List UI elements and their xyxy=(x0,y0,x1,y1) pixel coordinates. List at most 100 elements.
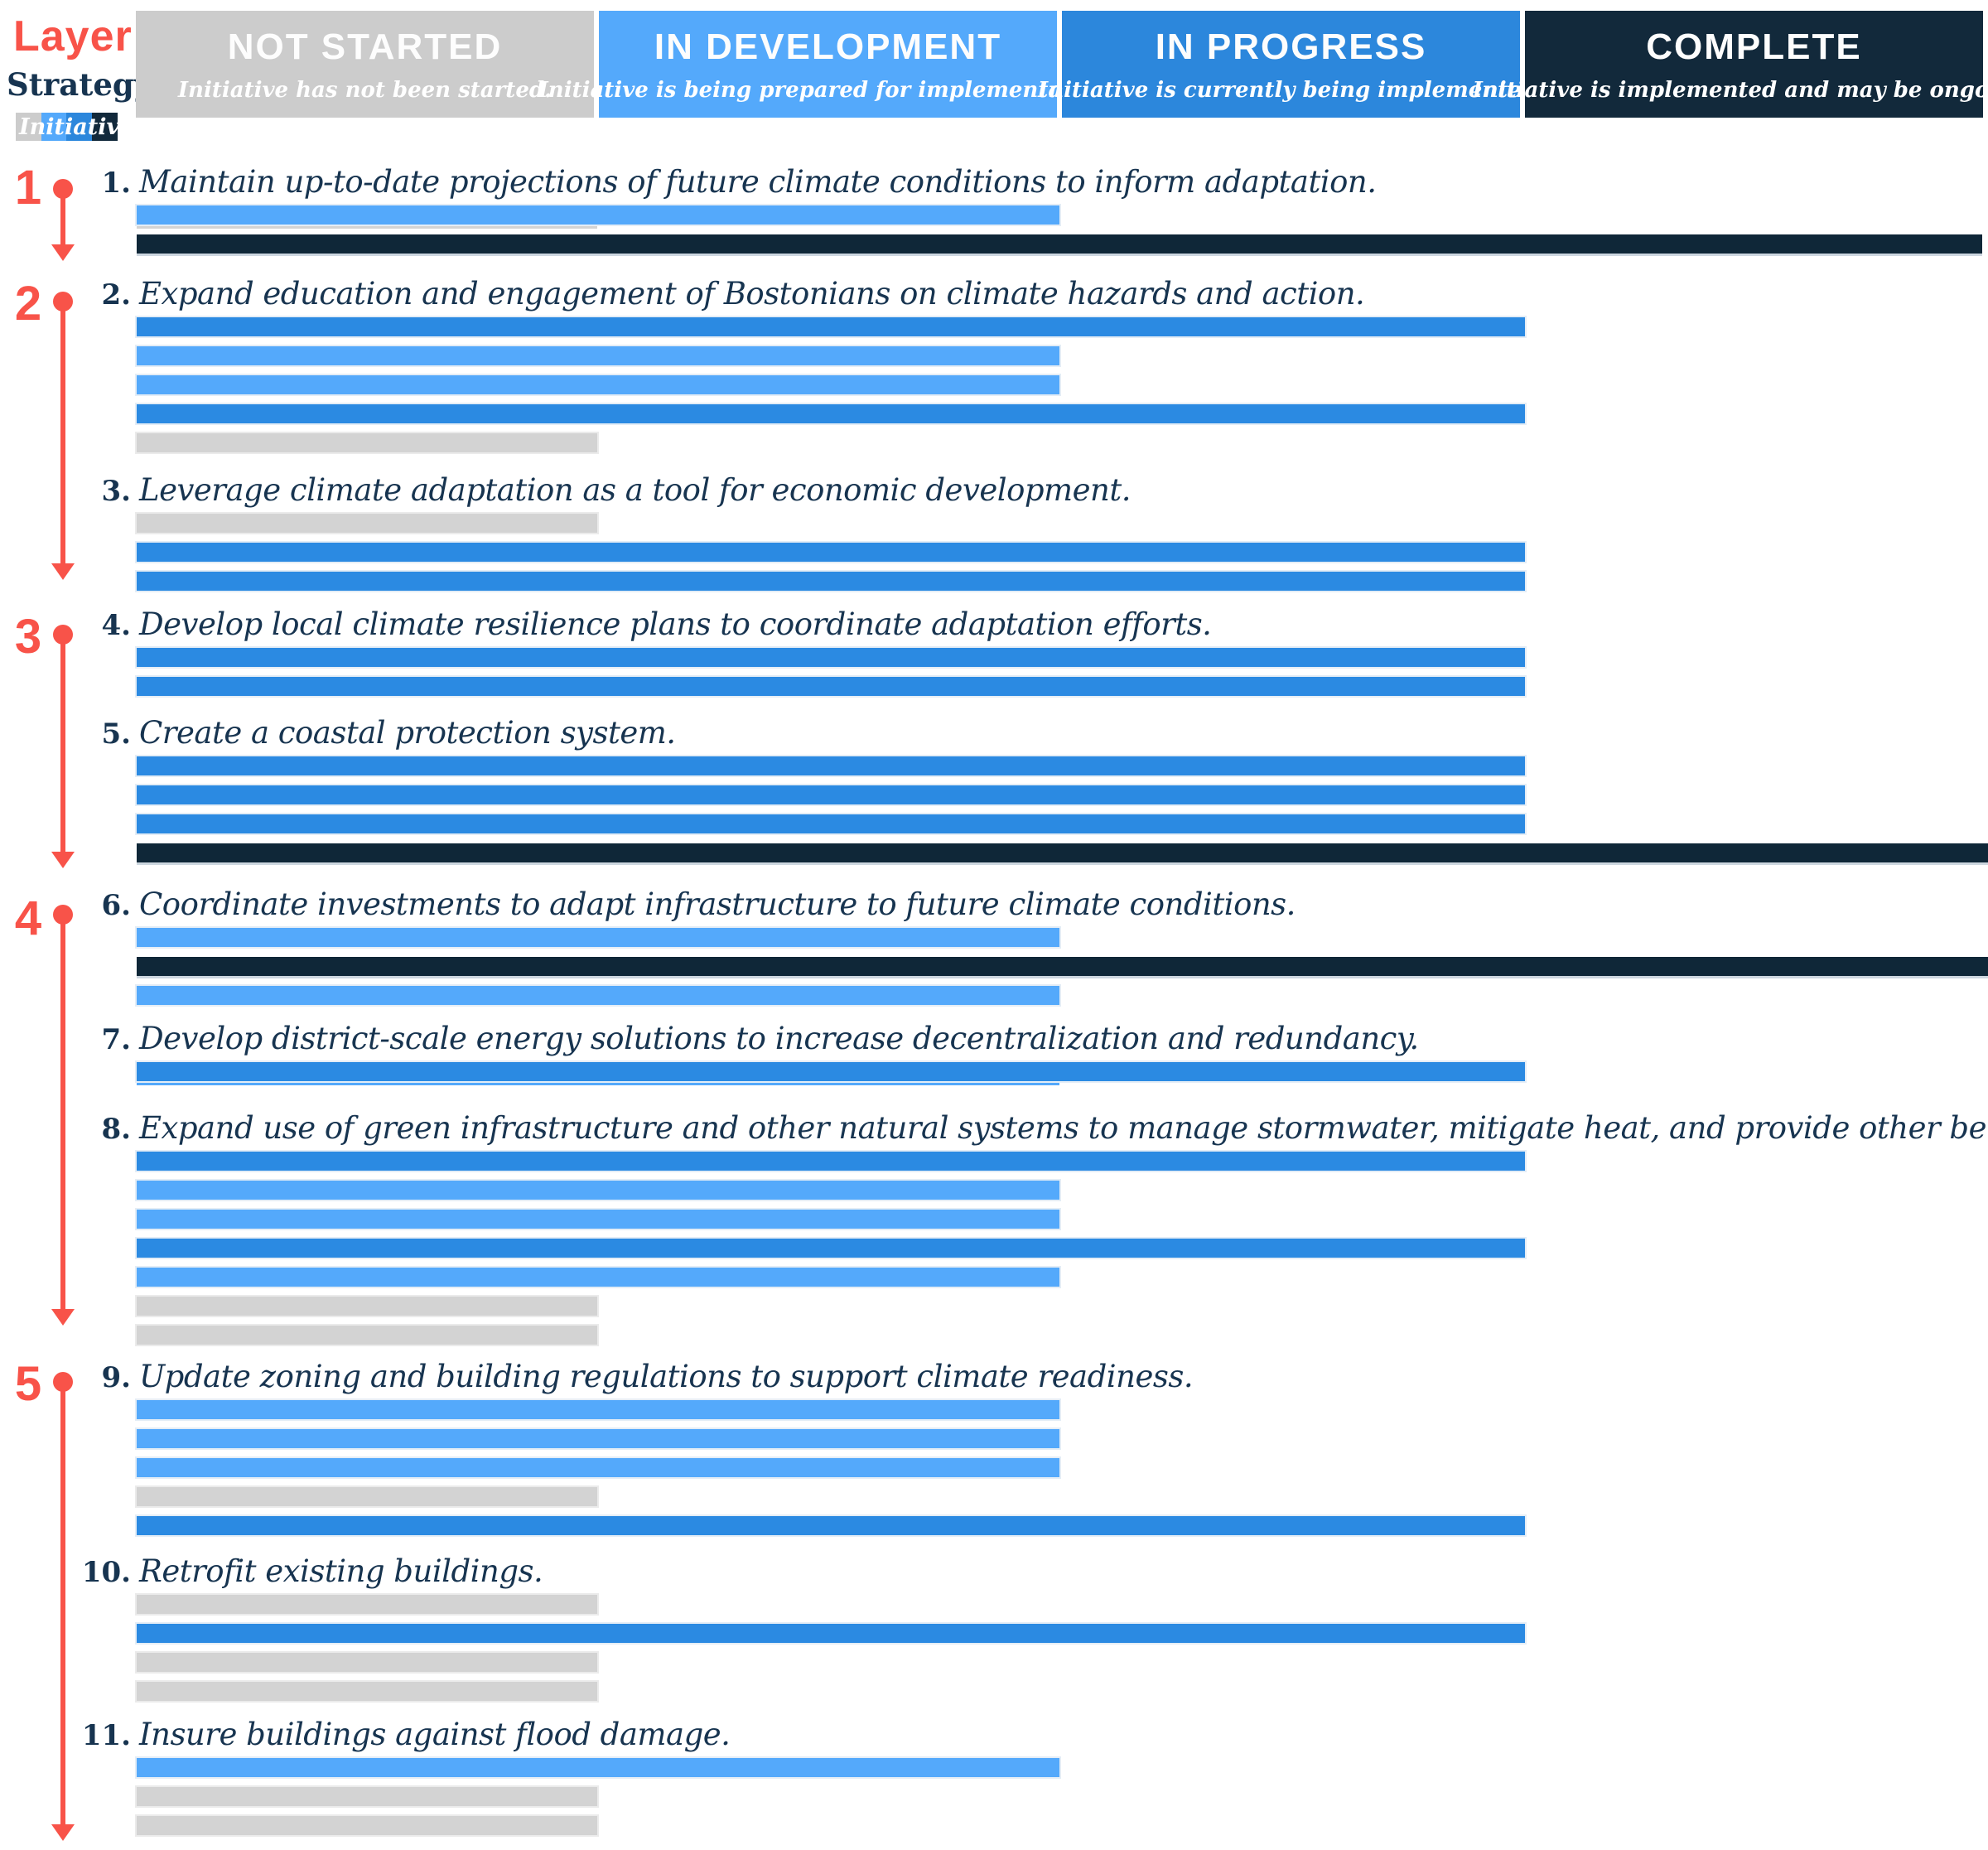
layer-arrow-line xyxy=(60,302,65,563)
initiative-bar-s8-4 xyxy=(137,1239,1525,1258)
layer-arrow-line xyxy=(60,189,65,244)
swatch-complete xyxy=(91,113,118,141)
initiative-bar-s8-1 xyxy=(137,1152,1525,1171)
initiative-bar-s11-2 xyxy=(137,1787,597,1806)
strategy-title-text: Develop district-scale energy solutions … xyxy=(139,1021,1419,1056)
initiative-bar-s9-3 xyxy=(137,1458,1059,1477)
status-box-in_progress: IN PROGRESS Initiative is currently being… xyxy=(1038,11,1544,118)
initiative-bar-s10-3 xyxy=(137,1653,597,1672)
strategy-number: 9. xyxy=(101,1361,132,1394)
layer-number: 1 xyxy=(14,161,42,215)
strategy-title: 1. Maintain up-to-date projections of fut… xyxy=(58,164,1378,200)
initiative-bar-s10-4 xyxy=(137,1682,597,1701)
strategy-title-text: Maintain up-to-date projections of futur… xyxy=(139,164,1377,200)
initiative-bar-s5-1 xyxy=(137,756,1525,775)
strategy-title: 7. Develop district-scale energy solution… xyxy=(58,1021,1420,1056)
initiative-bar-s8-6 xyxy=(137,1297,597,1316)
swatch-in_development xyxy=(41,113,67,141)
layer-number: 3 xyxy=(14,610,42,664)
initiative-bar-s5-4 xyxy=(137,843,1988,862)
strategy-number: 11. xyxy=(81,1719,131,1752)
legend-initiative-label: Initiative xyxy=(19,114,134,140)
status-title: NOT STARTED xyxy=(227,26,503,67)
initiative-bar-s7-1 xyxy=(137,1062,1525,1081)
initiative-bar-s6-3 xyxy=(137,986,1059,1005)
initiative-bar-s8-5 xyxy=(137,1268,1059,1287)
initiative-bar-s1-2 xyxy=(137,234,1982,254)
strategy-title-text: Develop local climate resilience plans t… xyxy=(139,606,1212,642)
strategy-title-text: Update zoning and building regulations t… xyxy=(139,1359,1194,1394)
initiative-bar-s6-2 xyxy=(137,957,1988,976)
strategy-title-text: Expand use of green infrastructure and o… xyxy=(139,1110,1988,1146)
initiative-bar-s8-7 xyxy=(137,1326,597,1345)
strategy-title: 5. Create a coastal protection system. xyxy=(58,715,677,751)
initiative-bar-s2-2 xyxy=(137,346,1059,365)
strategy-title-text: Expand education and engagement of Bosto… xyxy=(139,276,1365,312)
layer-number: 2 xyxy=(14,277,42,331)
layer-arrow-line xyxy=(60,635,65,852)
initiative-sliver-not_started xyxy=(137,224,597,229)
strategy-title-text: Create a coastal protection system. xyxy=(139,715,676,751)
initiative-bar-s10-2 xyxy=(137,1624,1525,1643)
strategy-title-text: Insure buildings against flood damage. xyxy=(139,1717,731,1752)
layer-arrowhead-icon xyxy=(51,1309,75,1326)
status-title: COMPLETE xyxy=(1646,26,1862,67)
legend-layer-label: Layer xyxy=(13,12,133,60)
initiative-bar-s9-2 xyxy=(137,1429,1059,1448)
status-description: Initiative has not been started. xyxy=(177,77,552,103)
status-title: IN PROGRESS xyxy=(1155,26,1427,67)
initiative-bar-s9-5 xyxy=(137,1516,1525,1535)
initiative-bar-s8-3 xyxy=(137,1210,1059,1229)
strategy-number: 4. xyxy=(101,609,132,642)
initiative-bar-s2-5 xyxy=(137,433,597,452)
initiative-bar-s5-3 xyxy=(137,814,1525,833)
status-description: Initiative is being prepared for impleme… xyxy=(538,77,1118,103)
layer-arrow-line xyxy=(60,915,65,1309)
strategy-number: 8. xyxy=(101,1113,132,1146)
initiative-bar-s10-1 xyxy=(137,1595,597,1614)
swatch-in_progress xyxy=(66,113,92,141)
layer-arrowhead-icon xyxy=(51,563,75,580)
strategy-number: 10. xyxy=(81,1556,131,1589)
layer-number: 5 xyxy=(14,1357,42,1411)
strategy-title-text: Retrofit existing buildings. xyxy=(139,1553,543,1589)
initiative-bar-s9-1 xyxy=(137,1400,1059,1419)
status-box-complete: COMPLETE Initiative is implemented and ma… xyxy=(1473,11,1988,118)
initiative-bar-s5-2 xyxy=(137,785,1525,804)
layer-arrowhead-icon xyxy=(51,244,75,261)
legend-strategy-label: Strategy xyxy=(7,66,152,103)
strategy-title-text: Coordinate investments to adapt infrastr… xyxy=(139,886,1296,922)
initiative-bar-s1-1 xyxy=(137,205,1059,225)
strategy-title: 10. Retrofit existing buildings. xyxy=(58,1553,543,1589)
status-description: Initiative is implemented and may be ong… xyxy=(1472,77,1988,103)
strategy-title: 9. Update zoning and building regulations… xyxy=(58,1359,1194,1394)
strategy-title-text: Leverage climate adaptation as a tool fo… xyxy=(139,472,1131,508)
layer-arrowhead-icon xyxy=(51,852,75,868)
layer-arrowhead-icon xyxy=(51,1824,75,1841)
initiative-bar-s2-1 xyxy=(137,317,1525,336)
status-box-in_development: IN DEVELOPMENT Initiative is being prepar… xyxy=(538,11,1117,118)
initiative-sliver-in_development xyxy=(137,1080,1059,1085)
initiative-bar-s4-2 xyxy=(137,677,1525,696)
initiative-bar-s8-2 xyxy=(137,1181,1059,1200)
strategy-number: 2. xyxy=(101,278,132,312)
strategy-title: 11. Insure buildings against flood damage… xyxy=(58,1717,731,1752)
initiative-bar-s6-1 xyxy=(137,928,1059,947)
legend-initiative-chip: Initiative xyxy=(16,113,133,141)
strategy-title: 4. Develop local climate resilience plans… xyxy=(58,606,1212,642)
initiative-bar-s11-1 xyxy=(137,1758,1059,1777)
strategy-number: 5. xyxy=(101,717,132,751)
initiative-bar-s11-3 xyxy=(137,1816,597,1835)
layer-arrow-line xyxy=(60,1382,65,1824)
initiative-bar-s2-3 xyxy=(137,375,1059,394)
status-description: Initiative is currently being implemente… xyxy=(1038,77,1544,103)
strategy-title: 2. Expand education and engagement of Bos… xyxy=(58,276,1365,312)
initiative-bar-s3-2 xyxy=(137,543,1525,562)
initiative-bar-s3-3 xyxy=(137,572,1525,591)
initiative-bar-s2-4 xyxy=(137,404,1525,423)
strategy-title: 3. Leverage climate adaptation as a tool … xyxy=(58,472,1132,508)
status-title: IN DEVELOPMENT xyxy=(654,26,1002,67)
initiative-bar-s3-1 xyxy=(137,514,597,533)
initiative-bar-s4-1 xyxy=(137,648,1525,667)
strategy-title: 8. Expand use of green infrastructure and… xyxy=(58,1110,1988,1146)
